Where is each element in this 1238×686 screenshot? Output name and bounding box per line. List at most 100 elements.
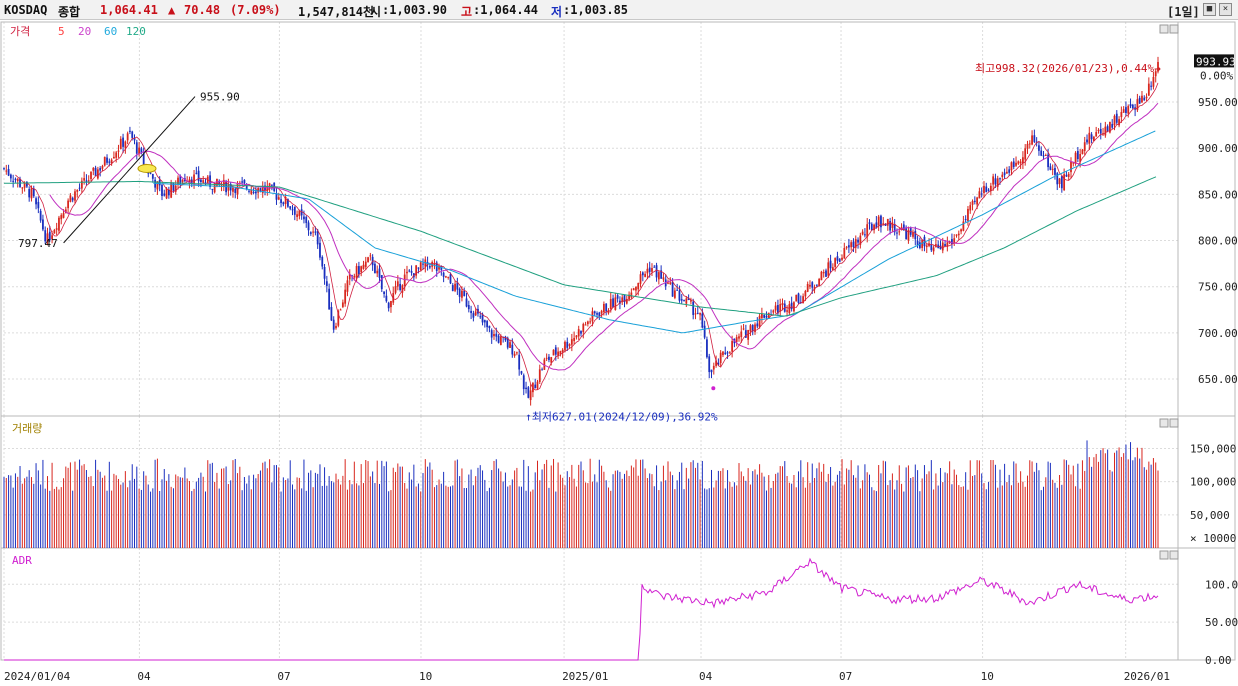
candle-body bbox=[742, 328, 745, 330]
candle-body bbox=[662, 277, 665, 280]
panel-close-icon[interactable] bbox=[1169, 24, 1179, 34]
candle-body bbox=[417, 267, 420, 269]
price-tick-label: 800.00 bbox=[1198, 235, 1238, 248]
candle-body bbox=[935, 244, 937, 247]
candle-body bbox=[483, 320, 486, 323]
candle-body bbox=[932, 247, 935, 252]
candle-body bbox=[751, 324, 754, 332]
candle-body bbox=[39, 210, 42, 221]
candle-body bbox=[575, 335, 578, 338]
candle-body bbox=[188, 179, 191, 184]
candle-body bbox=[1131, 104, 1134, 109]
candle-body bbox=[726, 352, 729, 354]
low-annotation: ↑최저627.01(2024/12/09),36.92% bbox=[525, 410, 718, 423]
x-tick-label: 04 bbox=[137, 670, 151, 683]
candle-body bbox=[48, 231, 51, 241]
candle-body bbox=[1138, 97, 1141, 104]
candle-body bbox=[1042, 155, 1045, 157]
candle-body bbox=[1054, 168, 1056, 175]
candle-body bbox=[857, 239, 859, 243]
candle-body bbox=[907, 230, 910, 241]
candle-body bbox=[30, 188, 33, 199]
candle-body bbox=[749, 325, 752, 332]
candle-body bbox=[550, 357, 553, 363]
candle-body bbox=[710, 369, 713, 373]
candle-body bbox=[513, 353, 516, 356]
candle-body bbox=[138, 147, 140, 154]
candle-body bbox=[355, 265, 358, 279]
candle-body bbox=[392, 293, 395, 303]
candle-body bbox=[445, 276, 447, 278]
x-tick-label: 10 bbox=[981, 670, 994, 683]
candle-body bbox=[593, 311, 596, 314]
adr-panel-title: ADR bbox=[12, 554, 32, 567]
candle-body bbox=[328, 288, 331, 310]
candle-body bbox=[161, 184, 163, 197]
candle-body bbox=[76, 189, 79, 192]
candle-body bbox=[884, 223, 887, 226]
close-icon[interactable]: × bbox=[1219, 3, 1232, 16]
panel-close-icon[interactable] bbox=[1169, 550, 1179, 560]
candle-body bbox=[554, 347, 557, 355]
candle-body bbox=[712, 365, 715, 370]
candle-body bbox=[92, 167, 95, 171]
volume-panel-title: 거래량 bbox=[12, 422, 42, 435]
candle-body bbox=[1111, 123, 1114, 128]
candle-body bbox=[399, 283, 402, 290]
panel-min-icon[interactable] bbox=[1159, 24, 1169, 34]
high-annotation: 최고998.32(2026/01/23),0.44%→ bbox=[975, 62, 1161, 75]
candle-body bbox=[527, 387, 530, 398]
candle-body bbox=[886, 218, 889, 226]
panel-close-icon[interactable] bbox=[1169, 418, 1179, 428]
price-tick-label: 950.00 bbox=[1198, 96, 1238, 109]
candle-body bbox=[490, 330, 493, 338]
candle-body bbox=[497, 335, 500, 343]
candle-body bbox=[602, 303, 605, 313]
candle-body bbox=[376, 270, 379, 274]
candle-body bbox=[980, 193, 983, 195]
legend-ma20: 20 bbox=[78, 25, 91, 38]
candle-body bbox=[1083, 142, 1086, 151]
candle-body bbox=[1076, 151, 1079, 160]
candle-body bbox=[758, 315, 761, 327]
candle-body bbox=[905, 228, 908, 240]
candle-body bbox=[877, 216, 880, 226]
candle-body bbox=[1010, 162, 1013, 171]
panel-min-icon[interactable] bbox=[1159, 418, 1169, 428]
candle-body bbox=[754, 324, 756, 333]
panel-min-icon[interactable] bbox=[1159, 550, 1169, 560]
candle-body bbox=[312, 231, 315, 233]
candle-body bbox=[790, 302, 793, 309]
candle-body bbox=[841, 257, 843, 260]
candle-body bbox=[744, 330, 747, 338]
candle-body bbox=[442, 272, 445, 277]
candle-body bbox=[394, 286, 397, 293]
candle-body bbox=[493, 334, 495, 337]
candle-body bbox=[962, 221, 965, 231]
candle-body bbox=[465, 298, 468, 307]
candle-body bbox=[80, 180, 83, 189]
candle-body bbox=[731, 341, 734, 352]
candle-body bbox=[307, 222, 310, 231]
period-button[interactable]: [1일] bbox=[1167, 5, 1200, 19]
candle-body bbox=[1017, 161, 1020, 164]
candle-body bbox=[259, 188, 262, 192]
legend-ma5: 5 bbox=[58, 25, 65, 38]
candle-body bbox=[589, 321, 592, 323]
candle-body bbox=[692, 301, 695, 315]
candle-body bbox=[1051, 168, 1054, 170]
candle-body bbox=[809, 284, 811, 287]
candle-body bbox=[522, 375, 525, 390]
candle-body bbox=[577, 329, 580, 337]
candle-body bbox=[678, 290, 681, 301]
candle-body bbox=[481, 314, 484, 323]
candle-body bbox=[793, 302, 795, 312]
candle-body bbox=[435, 262, 438, 271]
candle-body bbox=[515, 352, 518, 354]
candle-body bbox=[1109, 121, 1111, 133]
candle-body bbox=[735, 337, 738, 342]
candle-body bbox=[213, 183, 216, 193]
candle-body bbox=[509, 342, 511, 348]
restore-icon[interactable]: ■ bbox=[1203, 3, 1216, 16]
candle-body bbox=[7, 169, 10, 176]
